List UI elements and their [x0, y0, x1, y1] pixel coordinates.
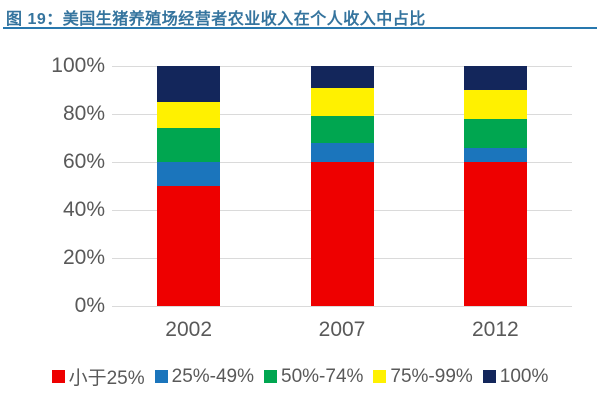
legend-item: 小于25%: [51, 363, 145, 390]
bar-segment-50%-74%: [310, 116, 374, 143]
bar-segment-25%-49%: [157, 161, 221, 186]
legend-label: 50%-74%: [281, 365, 364, 387]
legend-swatch: [51, 370, 65, 383]
legend-swatch: [154, 370, 168, 383]
gridline: [112, 306, 572, 307]
bar-segment-50%-74%: [463, 118, 527, 148]
bar-segment-50%-74%: [157, 128, 221, 162]
bar-segment-100%: [157, 66, 221, 102]
legend-swatch: [482, 370, 496, 383]
bar-segment-100%: [310, 66, 374, 88]
bar-segment-100%: [463, 66, 527, 90]
legend: 小于25% 25%-49% 50%-74% 75%-99% 100%: [0, 363, 600, 390]
bar-stack-2012: [463, 66, 527, 306]
legend-label: 100%: [499, 365, 549, 387]
bar-segment-75%-99%: [157, 102, 221, 129]
bar-stack-2007: [310, 66, 374, 306]
bar-segment-小于25%: [157, 185, 221, 306]
legend-label: 小于25%: [68, 368, 145, 389]
x-axis-label: 2012: [471, 318, 519, 341]
bar-segment-25%-49%: [310, 142, 374, 162]
bar-segment-小于25%: [310, 161, 374, 306]
plot-area: [112, 66, 572, 307]
x-axis-label: 2007: [318, 318, 366, 341]
bar-segment-75%-99%: [463, 90, 527, 119]
bar-segment-25%-49%: [463, 147, 527, 162]
y-axis-tick-label: 80%: [62, 102, 105, 125]
x-axis-label: 2002: [165, 318, 213, 341]
y-axis-tick-label: 40%: [62, 198, 105, 221]
legend-swatch: [264, 370, 278, 383]
y-axis-tick-label: 20%: [62, 246, 105, 269]
legend-item: 50%-74%: [264, 366, 363, 388]
legend-item: 25%-49%: [154, 365, 255, 388]
y-axis-tick-label: 100%: [51, 54, 105, 77]
y-axis-tick-label: 0%: [74, 294, 105, 317]
bar-segment-小于25%: [463, 161, 527, 306]
legend-label: 25%-49%: [171, 365, 255, 387]
y-axis-tick-label: 60%: [62, 150, 105, 173]
legend-label: 75%-99%: [390, 365, 473, 387]
legend-swatch: [373, 370, 387, 383]
title-underline: [3, 27, 597, 29]
legend-item: 75%-99%: [373, 365, 473, 388]
figure-title: 图 19：美国生猪养殖场经营者农业收入在个人收入中占比: [6, 11, 426, 28]
legend-item: 100%: [482, 365, 549, 388]
bar-segment-75%-99%: [310, 87, 374, 117]
bar-stack-2002: [157, 66, 221, 306]
